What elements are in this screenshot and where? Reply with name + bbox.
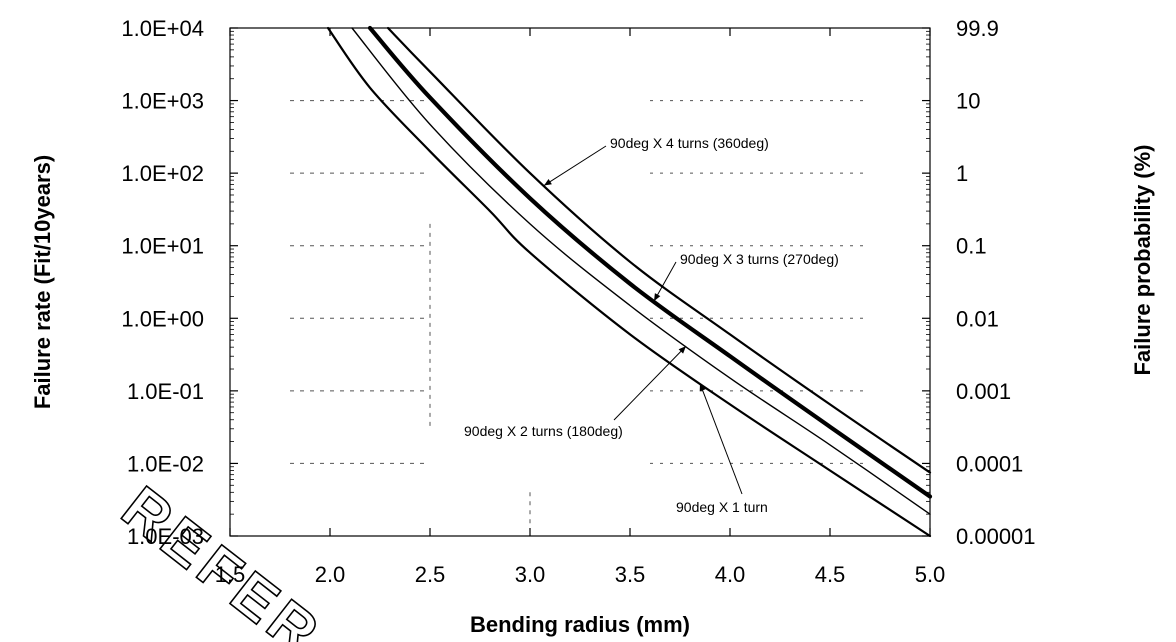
y2-axis-title: Failure probability (%): [1130, 144, 1155, 375]
annotation-arrowhead: [699, 383, 706, 392]
y2-tick-label: 99.9: [956, 16, 999, 41]
x-tick-label: 4.0: [715, 562, 746, 587]
annotation-leader: [613, 345, 687, 421]
series-line-4: [386, 26, 932, 474]
annotation-arrowhead: [678, 346, 686, 354]
axes: [229, 27, 931, 537]
y-tick-label: 1.0E+01: [121, 234, 204, 259]
y2-tick-label: 1: [956, 161, 968, 186]
y-tick-label: 1.0E-02: [127, 451, 204, 476]
y-tick-label: 1.0E-01: [127, 379, 204, 404]
series-line-2: [351, 27, 931, 515]
x-tick-label: 3.0: [515, 562, 546, 587]
y-tick-label: 1.0E+04: [121, 16, 204, 41]
watermark: REFER: [109, 473, 336, 642]
x-tick-label: 1.5: [215, 562, 246, 587]
y-axis-title: Failure rate (Fit/10years): [30, 155, 55, 409]
labels: 1.0E+04 1.0E+03 1.0E+02 1.0E+01 1.0E+00 1.0E-…: [30, 16, 1155, 637]
annotation-leader: [653, 261, 677, 302]
y2-tick-label: 0.0001: [956, 451, 1023, 476]
grid: [290, 27, 870, 537]
annotation-leader: [543, 145, 607, 186]
annotations: 90deg X 4 turns (360deg) 90deg X 3 turns …: [464, 135, 839, 515]
y2-tick-label: 0.01: [956, 306, 999, 331]
x-tick-label: 5.0: [915, 562, 946, 587]
x-tick-label: 4.5: [815, 562, 846, 587]
x-tick-label: 2.0: [315, 562, 346, 587]
annotation-arrowhead: [544, 178, 552, 186]
series-layer: [326, 25, 933, 538]
series-annotation-1: 90deg X 1 turn: [676, 499, 768, 515]
plot-frame: [229, 27, 931, 537]
y2-tick-label: 0.001: [956, 379, 1011, 404]
y-tick-label: 1.0E+03: [121, 89, 204, 114]
watermark-text: REFER: [110, 473, 335, 642]
annotation-arrowhead: [654, 293, 661, 302]
y2-tick-label: 0.00001: [956, 524, 1036, 549]
x-axis-title: Bending radius (mm): [470, 612, 690, 637]
series-annotation-2: 90deg X 2 turns (180deg): [464, 423, 623, 439]
y2-tick-label: 10: [956, 89, 980, 114]
y-tick-label: 1.0E+02: [121, 161, 204, 186]
y-tick-label: 1.0E+00: [121, 306, 204, 331]
x-tick-label: 2.5: [415, 562, 446, 587]
annotation-leader: [699, 383, 743, 495]
series-line-1: [326, 26, 932, 538]
series-annotation-4: 90deg X 4 turns (360deg): [610, 135, 769, 151]
y2-tick-label: 0.1: [956, 234, 987, 259]
series-line-3: [367, 25, 933, 499]
series-annotation-3: 90deg X 3 turns (270deg): [680, 251, 839, 267]
y-tick-label: 1.0E-03: [127, 524, 204, 549]
x-tick-label: 3.5: [615, 562, 646, 587]
